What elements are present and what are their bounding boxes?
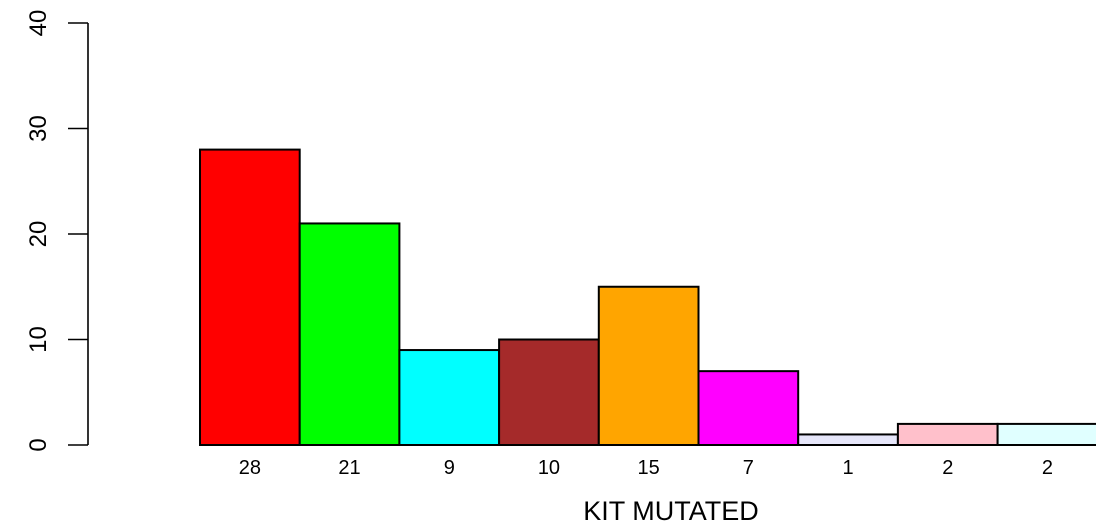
category-label: 28	[239, 457, 261, 479]
category-label: 2	[942, 457, 953, 479]
bar	[398, 349, 501, 446]
y-tick-label: 10	[25, 326, 52, 353]
y-tick-label: 30	[25, 115, 52, 142]
bar	[896, 422, 999, 446]
category-label: 2	[1042, 457, 1053, 479]
category-label: 21	[338, 457, 360, 479]
bar	[199, 148, 301, 446]
category-labels: 28 21 9 10 15 7 1 2 2	[239, 457, 1053, 479]
bar	[797, 433, 899, 447]
bar	[298, 222, 401, 446]
y-tick-label: 20	[25, 221, 52, 248]
x-axis-title: KIT MUTATED	[583, 496, 759, 526]
category-label: 7	[743, 457, 754, 479]
category-label: 9	[444, 457, 455, 479]
y-axis: 0 10 20 30 40	[25, 10, 89, 452]
category-label: 10	[538, 457, 560, 479]
y-tick-label: 0	[25, 438, 52, 451]
y-tick-label: 40	[25, 10, 52, 37]
category-label: 1	[842, 457, 853, 479]
bar	[697, 370, 800, 446]
bars	[199, 148, 1096, 447]
bar	[996, 422, 1096, 446]
bar	[597, 285, 700, 446]
bar	[498, 338, 600, 446]
category-label: 15	[638, 457, 660, 479]
